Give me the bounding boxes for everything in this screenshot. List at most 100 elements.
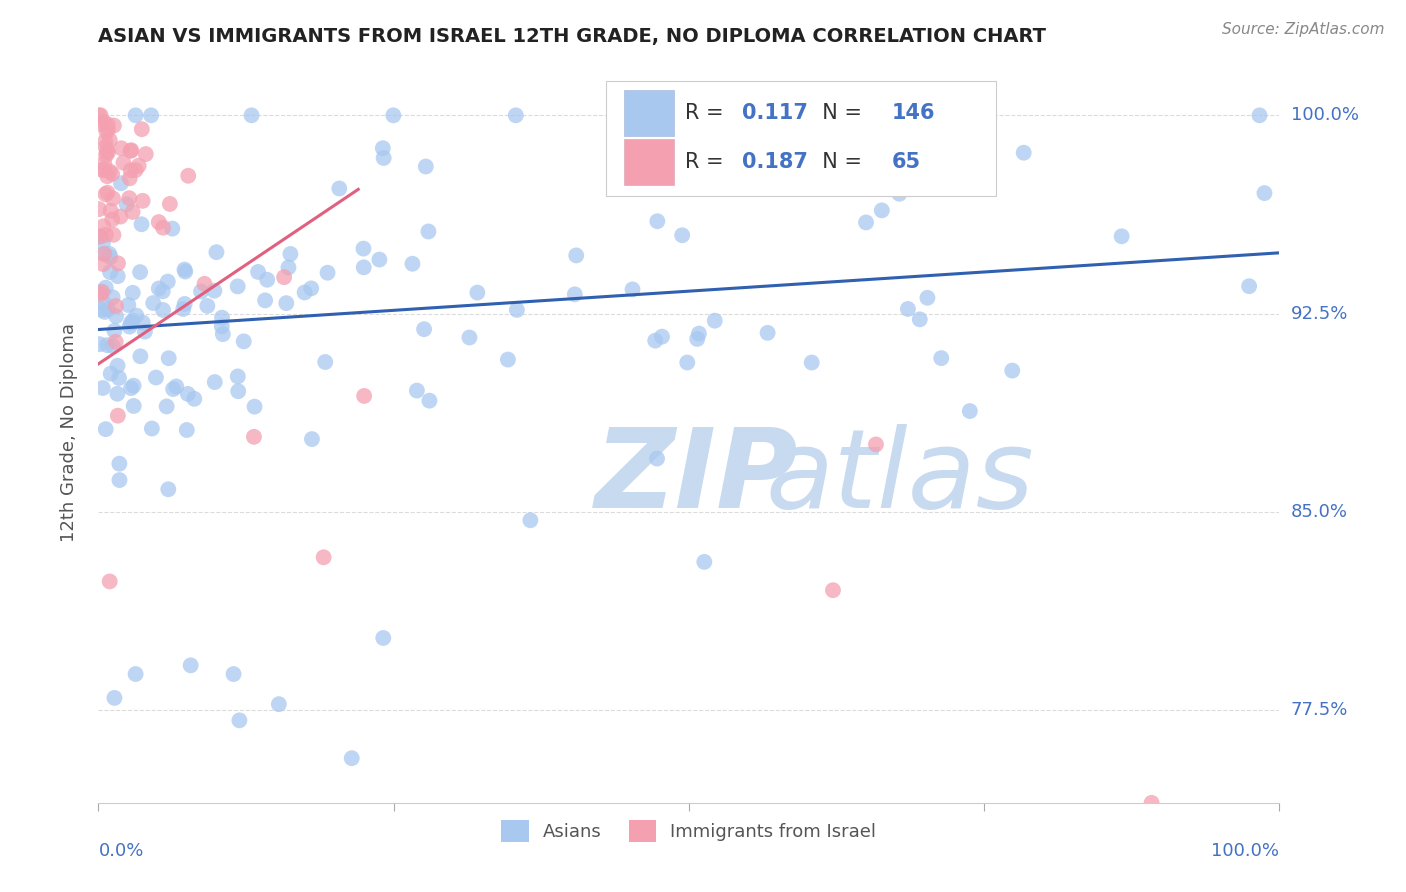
- Point: [94, 227, 117, 242]
- Point: [94, 134, 117, 148]
- Point: [100, 203, 122, 218]
- Point: [141, 421, 163, 435]
- Point: [94, 305, 117, 319]
- Point: [247, 265, 270, 279]
- Point: [120, 144, 142, 158]
- Point: [254, 293, 277, 308]
- Point: [156, 400, 179, 414]
- Point: [211, 319, 233, 334]
- Point: [94, 187, 117, 202]
- Point: [222, 667, 245, 681]
- Point: [124, 108, 146, 122]
- Point: [756, 326, 779, 340]
- Point: [226, 384, 249, 399]
- Point: [204, 375, 226, 389]
- Point: [98, 265, 121, 279]
- Point: [294, 285, 316, 300]
- Point: [565, 248, 588, 262]
- Point: [96, 186, 118, 200]
- Point: [148, 281, 170, 295]
- Point: [89, 229, 111, 244]
- Point: [183, 392, 205, 406]
- Point: [93, 247, 115, 261]
- Point: [267, 697, 290, 711]
- Y-axis label: 12th Grade, No Diploma: 12th Grade, No Diploma: [59, 323, 77, 542]
- Point: [103, 227, 125, 242]
- Point: [496, 352, 519, 367]
- Point: [134, 325, 156, 339]
- Text: 0.187: 0.187: [742, 153, 808, 172]
- Point: [101, 167, 124, 181]
- Point: [94, 280, 117, 294]
- Point: [101, 212, 124, 227]
- Point: [93, 156, 115, 170]
- Point: [159, 197, 181, 211]
- Point: [104, 299, 127, 313]
- Point: [917, 291, 939, 305]
- Point: [107, 409, 129, 423]
- Point: [97, 122, 120, 136]
- FancyBboxPatch shape: [606, 81, 995, 195]
- Point: [671, 228, 693, 243]
- Point: [177, 387, 200, 401]
- Point: [368, 252, 391, 267]
- Point: [273, 270, 295, 285]
- Point: [353, 389, 375, 403]
- Point: [96, 145, 118, 159]
- Point: [908, 312, 931, 326]
- Point: [90, 285, 112, 299]
- Point: [177, 169, 200, 183]
- Point: [644, 334, 666, 348]
- Point: [458, 330, 481, 344]
- Point: [371, 141, 394, 155]
- Point: [889, 186, 911, 201]
- Point: [121, 314, 143, 328]
- Legend: Asians, Immigrants from Israel: Asians, Immigrants from Israel: [495, 813, 883, 849]
- Point: [100, 367, 122, 381]
- Point: [107, 256, 129, 270]
- Point: [124, 163, 146, 178]
- Point: [415, 160, 437, 174]
- Point: [897, 301, 920, 316]
- Point: [226, 369, 249, 384]
- Point: [108, 371, 131, 385]
- Point: [506, 302, 529, 317]
- Point: [120, 381, 142, 395]
- Point: [353, 260, 375, 275]
- Point: [110, 141, 132, 155]
- Text: 100.0%: 100.0%: [1212, 842, 1279, 860]
- Point: [800, 355, 823, 369]
- Point: [564, 287, 586, 301]
- Text: R =: R =: [685, 103, 731, 123]
- Text: Source: ZipAtlas.com: Source: ZipAtlas.com: [1222, 22, 1385, 37]
- Point: [418, 225, 440, 239]
- Point: [301, 432, 323, 446]
- Point: [373, 631, 395, 645]
- Point: [103, 324, 125, 338]
- Point: [93, 114, 115, 128]
- Point: [314, 355, 336, 369]
- Point: [676, 355, 699, 369]
- Point: [94, 422, 117, 436]
- Point: [1237, 279, 1260, 293]
- Point: [855, 215, 877, 229]
- Point: [401, 257, 423, 271]
- Point: [226, 279, 249, 293]
- Point: [243, 400, 266, 414]
- Point: [122, 399, 145, 413]
- Point: [90, 108, 112, 122]
- Point: [413, 322, 436, 336]
- Point: [651, 329, 673, 343]
- Point: [505, 108, 527, 122]
- Point: [382, 108, 405, 122]
- Point: [96, 338, 118, 352]
- Point: [103, 690, 125, 705]
- Point: [96, 125, 118, 139]
- Point: [118, 191, 141, 205]
- Point: [105, 386, 128, 401]
- Point: [645, 451, 668, 466]
- Point: [89, 287, 111, 301]
- Point: [467, 285, 489, 300]
- Point: [1111, 229, 1133, 244]
- Text: 0.117: 0.117: [742, 103, 808, 123]
